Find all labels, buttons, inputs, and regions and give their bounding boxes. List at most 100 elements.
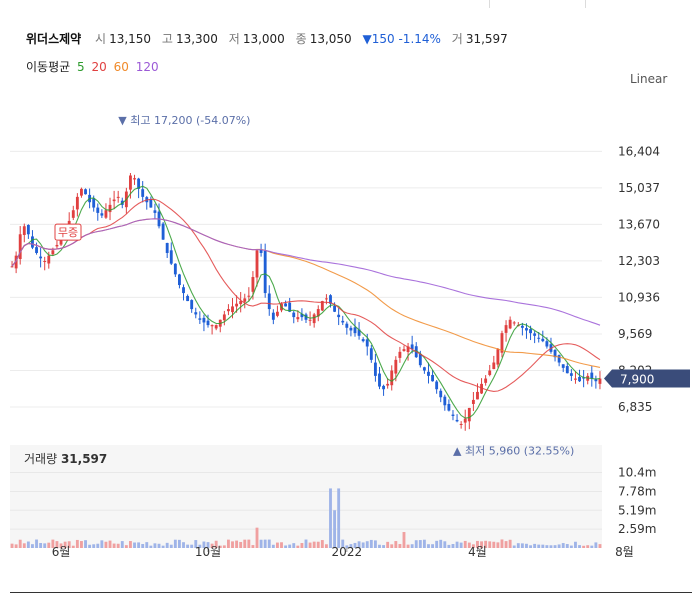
candle-body — [443, 396, 447, 406]
low-annotation: ▲ 최저 5,960 (32.55%) — [453, 444, 574, 457]
volume-bar — [373, 540, 377, 548]
volume-bar — [251, 545, 255, 548]
price-tick-label: 10,936 — [618, 290, 660, 304]
volume-bar — [451, 543, 455, 548]
ma-120-legend[interactable]: 120 — [135, 60, 159, 74]
volume-bar — [202, 541, 206, 548]
candle-body — [520, 325, 524, 328]
candle-body — [533, 333, 537, 336]
x-axis-label: 2022 — [332, 545, 363, 559]
candle-body — [406, 346, 410, 353]
volume-bar — [88, 544, 92, 548]
top-strip — [0, 0, 700, 14]
volume-bar — [92, 544, 96, 548]
volume-bar — [47, 542, 51, 548]
volume-bar — [275, 542, 279, 548]
candle-body — [569, 373, 573, 376]
candle-body — [100, 213, 104, 216]
candle-body — [243, 298, 247, 302]
volume-tick-label: 2.59m — [618, 522, 656, 536]
volume-bar — [292, 543, 296, 548]
volume-panel — [10, 445, 602, 548]
candle-body — [149, 199, 153, 208]
candle-body — [320, 301, 324, 311]
price-tick-label: 6,835 — [618, 400, 652, 414]
volume-bar — [533, 543, 537, 548]
candle-body — [22, 226, 26, 235]
volume-bar — [455, 541, 459, 548]
volume-bar — [26, 541, 30, 548]
volume-bar — [308, 542, 312, 548]
candle-body — [451, 414, 455, 416]
candle-body — [447, 403, 451, 411]
volume-bar — [280, 542, 283, 548]
candle-body — [47, 255, 51, 264]
volume-bar — [67, 541, 71, 548]
candle-body — [271, 312, 275, 320]
volume-bar — [431, 544, 434, 548]
candle-body — [292, 312, 296, 318]
ma-20-legend[interactable]: 20 — [91, 60, 107, 74]
price-chart[interactable]: 16,40415,03713,67012,30310,9369,5698,202… — [0, 90, 700, 590]
candle-body — [373, 362, 377, 376]
volume-bar — [545, 545, 549, 548]
candle-body — [422, 367, 426, 371]
volume-bar — [284, 545, 288, 548]
candle-body — [418, 354, 422, 366]
volume-bar — [10, 543, 14, 548]
x-axis-label: 6월 — [52, 545, 71, 559]
volume-bar — [500, 539, 504, 548]
bottom-border — [10, 592, 692, 593]
candle-body — [108, 204, 112, 213]
volume-label: 거 — [451, 32, 463, 46]
candle-body — [55, 244, 59, 247]
candle-body — [471, 399, 475, 404]
top-divider — [585, 0, 586, 8]
volume-bar — [226, 539, 230, 548]
candle-body — [553, 350, 557, 358]
ma-5-legend[interactable]: 5 — [77, 60, 85, 74]
candle-body — [129, 175, 132, 190]
candle-body — [492, 362, 496, 370]
volume-bar — [218, 545, 222, 548]
volume-bar — [231, 541, 234, 548]
candle-body — [541, 338, 545, 342]
volume-bar — [537, 544, 541, 548]
candle-body — [439, 390, 443, 398]
candle-body — [51, 250, 55, 255]
candle-body — [137, 178, 141, 189]
volume-bar — [133, 542, 136, 548]
volume-bar — [96, 543, 100, 548]
candle-body — [235, 303, 239, 307]
stock-name[interactable]: 위더스제약 — [26, 32, 82, 46]
volume-bar — [406, 544, 410, 548]
volume-bar — [324, 544, 328, 548]
candle-body — [133, 178, 136, 180]
volume-bar — [422, 539, 426, 548]
volume-bar — [235, 540, 239, 548]
candle-body — [247, 295, 251, 297]
candle-body — [337, 314, 341, 318]
volume-bar — [300, 543, 304, 548]
volume-bar — [124, 545, 128, 548]
volume-bar — [594, 542, 598, 548]
candle-body — [578, 376, 581, 382]
volume-bar — [337, 488, 341, 548]
volume-title-value: 31,597 — [61, 452, 107, 466]
candle-body — [402, 349, 406, 351]
scale-toggle-button[interactable]: Linear — [630, 72, 668, 86]
ma-60-legend[interactable]: 60 — [113, 60, 129, 74]
volume-bar — [447, 544, 451, 548]
volume-bar — [553, 545, 557, 548]
high-label: 고 — [161, 32, 173, 46]
candle-body — [255, 250, 259, 278]
candle-body — [467, 407, 471, 422]
volume-bar — [484, 540, 488, 548]
moving-average-line-20 — [11, 198, 601, 392]
volume-bar — [312, 541, 316, 548]
volume-bar — [173, 539, 177, 548]
volume-bar — [161, 545, 165, 548]
high-value: 13,300 — [175, 32, 218, 46]
candle-body — [206, 320, 210, 326]
candle-body — [316, 309, 320, 317]
